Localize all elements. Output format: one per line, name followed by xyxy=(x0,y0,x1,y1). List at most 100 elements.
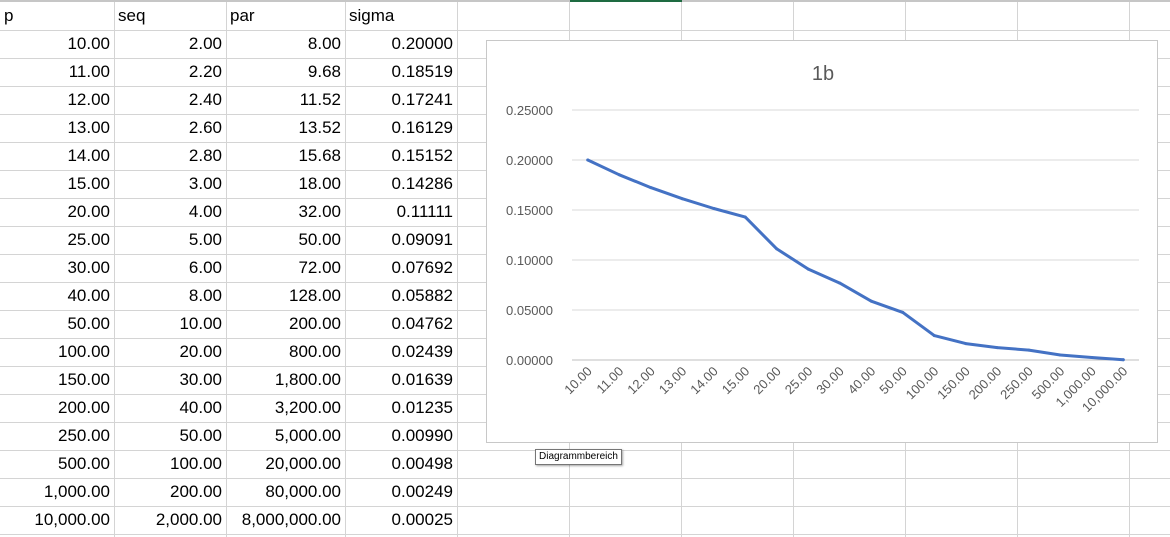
column-gridline xyxy=(345,0,346,537)
cell-sigma[interactable]: 0.18519 xyxy=(391,62,453,81)
cell-par[interactable]: 11.52 xyxy=(299,90,341,109)
cell-sigma[interactable]: 0.14286 xyxy=(391,174,453,193)
row-gridline xyxy=(0,30,1170,31)
series-line xyxy=(586,158,1125,362)
cell-par[interactable]: 128.00 xyxy=(289,286,341,305)
cell-par[interactable]: 20,000.00 xyxy=(265,454,341,473)
y-tick-label: 0.05000 xyxy=(506,303,553,318)
cell-sigma[interactable]: 0.11111 xyxy=(396,202,453,221)
x-tick-label: 150.00 xyxy=(934,364,973,403)
data-point xyxy=(617,173,621,177)
row-gridline xyxy=(0,506,1170,507)
data-point xyxy=(1090,356,1094,360)
y-tick-label: 0.15000 xyxy=(506,203,553,218)
cell-par[interactable]: 8,000,000.00 xyxy=(241,510,341,529)
cell-sigma[interactable]: 0.02439 xyxy=(391,342,453,361)
cell-p[interactable]: 11.00 xyxy=(68,62,110,81)
header-sigma[interactable]: sigma xyxy=(349,6,395,25)
cell-par[interactable]: 50.00 xyxy=(298,230,341,249)
cell-sigma[interactable]: 0.00025 xyxy=(391,510,453,529)
column-gridline xyxy=(114,0,115,537)
cell-seq[interactable]: 4.00 xyxy=(188,202,222,221)
cell-sigma[interactable]: 0.16129 xyxy=(391,118,453,137)
x-tick-label: 200.00 xyxy=(966,364,1005,403)
cell-seq[interactable]: 2,000.00 xyxy=(155,510,222,529)
cell-p[interactable]: 13.00 xyxy=(67,118,110,137)
cell-seq[interactable]: 2.40 xyxy=(188,90,222,109)
cell-sigma[interactable]: 0.04762 xyxy=(391,314,453,333)
cell-sigma[interactable]: 0.09091 xyxy=(391,230,453,249)
cell-par[interactable]: 1,800.00 xyxy=(274,370,341,389)
cell-seq[interactable]: 40.00 xyxy=(179,398,222,417)
cell-seq[interactable]: 3.00 xyxy=(188,174,222,193)
cell-par[interactable]: 18.00 xyxy=(298,174,341,193)
cell-p[interactable]: 10,000.00 xyxy=(34,510,110,529)
cell-sigma[interactable]: 0.20000 xyxy=(391,34,453,53)
cell-seq[interactable]: 200.00 xyxy=(170,482,222,501)
cell-p[interactable]: 50.00 xyxy=(67,314,110,333)
cell-seq[interactable]: 8.00 xyxy=(188,286,222,305)
cell-par[interactable]: 200.00 xyxy=(289,314,341,333)
cell-p[interactable]: 40.00 xyxy=(67,286,110,305)
cell-par[interactable]: 72.00 xyxy=(298,258,341,277)
cell-par[interactable]: 15.68 xyxy=(298,146,341,165)
cell-seq[interactable]: 2.20 xyxy=(188,62,222,81)
cell-seq[interactable]: 50.00 xyxy=(179,426,222,445)
cell-par[interactable]: 800.00 xyxy=(289,342,341,361)
header-par[interactable]: par xyxy=(230,6,255,25)
x-tick-label: 30.00 xyxy=(813,364,847,398)
cell-sigma[interactable]: 0.00249 xyxy=(391,482,453,501)
cell-sigma[interactable]: 0.01639 xyxy=(391,370,453,389)
header-seq[interactable]: seq xyxy=(118,6,146,25)
data-point xyxy=(964,342,968,346)
header-p[interactable]: p xyxy=(4,6,14,25)
cell-p[interactable]: 12.00 xyxy=(67,90,110,109)
cell-sigma[interactable]: 0.15152 xyxy=(391,146,453,165)
cell-sigma[interactable]: 0.00498 xyxy=(391,454,453,473)
data-point xyxy=(586,158,590,162)
cell-seq[interactable]: 20.00 xyxy=(179,342,222,361)
cell-p[interactable]: 25.00 xyxy=(67,230,110,249)
cell-par[interactable]: 3,200.00 xyxy=(274,398,341,417)
cell-seq[interactable]: 2.00 xyxy=(188,34,222,53)
y-tick-label: 0.25000 xyxy=(506,103,553,118)
data-point xyxy=(1058,353,1062,357)
cell-par[interactable]: 8.00 xyxy=(307,34,341,53)
cell-par[interactable]: 80,000.00 xyxy=(265,482,341,501)
cell-seq[interactable]: 2.80 xyxy=(188,146,222,165)
chart-title: 1b xyxy=(812,63,834,85)
data-point xyxy=(806,267,810,271)
cell-p[interactable]: 30.00 xyxy=(67,258,110,277)
x-tick-label: 40.00 xyxy=(845,364,879,398)
cell-p[interactable]: 100.00 xyxy=(58,342,110,361)
cell-seq[interactable]: 10.00 xyxy=(179,314,222,333)
cell-p[interactable]: 500.00 xyxy=(58,454,110,473)
cell-par[interactable]: 5,000.00 xyxy=(274,426,341,445)
cell-sigma[interactable]: 0.00990 xyxy=(391,426,453,445)
cell-par[interactable]: 13.52 xyxy=(298,118,341,137)
cell-seq[interactable]: 2.60 xyxy=(188,118,222,137)
cell-p[interactable]: 14.00 xyxy=(67,146,110,165)
cell-sigma[interactable]: 0.17241 xyxy=(391,90,453,109)
chart-area[interactable]: 1b 0.00000 0.05000 0.10000 0.15000 0.20000 0.2… xyxy=(486,40,1158,443)
cell-sigma[interactable]: 0.05882 xyxy=(391,286,453,305)
column-gridline xyxy=(226,0,227,537)
data-point xyxy=(649,186,653,190)
data-point xyxy=(680,197,684,201)
cell-p[interactable]: 15.00 xyxy=(67,174,110,193)
cell-seq[interactable]: 6.00 xyxy=(188,258,222,277)
cell-par[interactable]: 9.68 xyxy=(307,62,341,81)
cell-seq[interactable]: 30.00 xyxy=(179,370,222,389)
cell-par[interactable]: 32.00 xyxy=(298,202,341,221)
cell-p[interactable]: 250.00 xyxy=(58,426,110,445)
cell-p[interactable]: 20.00 xyxy=(67,202,110,221)
cell-p[interactable]: 150.00 xyxy=(58,370,110,389)
cell-p[interactable]: 200.00 xyxy=(58,398,110,417)
cell-sigma[interactable]: 0.01235 xyxy=(391,398,453,417)
cell-p[interactable]: 10.00 xyxy=(67,34,110,53)
cell-sigma[interactable]: 0.07692 xyxy=(391,258,453,277)
cell-seq[interactable]: 5.00 xyxy=(188,230,222,249)
cell-p[interactable]: 1,000.00 xyxy=(43,482,110,501)
data-point xyxy=(743,215,747,219)
cell-seq[interactable]: 100.00 xyxy=(170,454,222,473)
